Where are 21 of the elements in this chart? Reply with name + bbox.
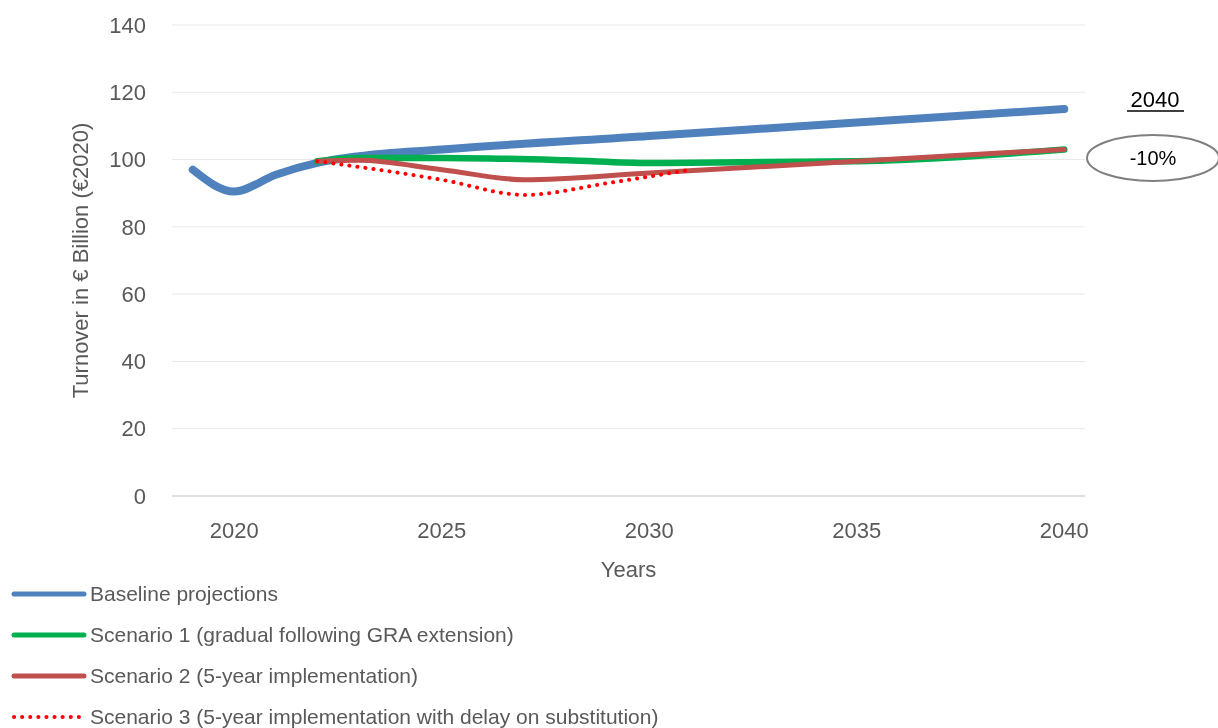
- legend-label: Scenario 1 (gradual following GRA extension): [90, 623, 514, 647]
- y-tick-label: 20: [121, 416, 146, 442]
- x-tick-label: 2025: [417, 518, 467, 543]
- y-tick-label: 100: [109, 147, 146, 173]
- legend-label: Scenario 2 (5-year implementation): [90, 664, 418, 688]
- x-tick-label: 2040: [1039, 518, 1089, 543]
- y-axis-title: Turnover in € Billion (€2020): [68, 122, 93, 399]
- x-tick-label: 2030: [624, 518, 674, 543]
- x-tick-label: 2020: [209, 518, 259, 543]
- y-tick-label: 40: [121, 349, 146, 375]
- text: -10%: [1129, 147, 1177, 169]
- y-tick-label: 60: [121, 281, 146, 307]
- y-tick-label: 120: [109, 79, 146, 105]
- x-tick-label: 2035: [832, 518, 882, 543]
- legend-label: Scenario 3 (5-year implementation with delay on substitution): [90, 705, 659, 728]
- y-tick-label: 80: [121, 214, 146, 240]
- y-tick-label: 140: [109, 12, 146, 38]
- y-tick-label: 0: [133, 483, 146, 509]
- x-axis-title: Years: [600, 557, 657, 582]
- legend-label: Baseline projections: [90, 582, 278, 606]
- text: 2040: [1130, 87, 1180, 112]
